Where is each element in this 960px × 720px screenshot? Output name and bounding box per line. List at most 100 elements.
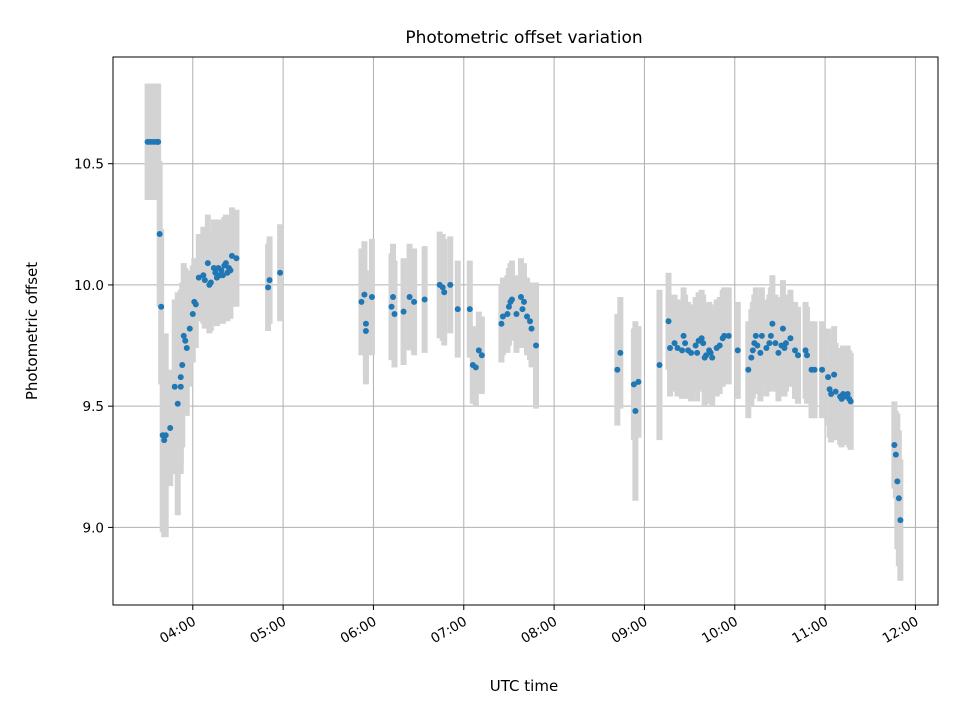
y-axis-label: Photometric offset bbox=[23, 262, 41, 400]
data-point bbox=[454, 306, 461, 313]
data-point bbox=[390, 294, 397, 301]
data-point bbox=[421, 296, 428, 303]
data-point bbox=[219, 272, 226, 279]
data-point bbox=[179, 361, 186, 368]
data-point bbox=[391, 311, 398, 318]
y-tick-label: 10.5 bbox=[74, 157, 104, 173]
data-point bbox=[200, 272, 207, 279]
data-point bbox=[721, 332, 728, 339]
data-point bbox=[528, 325, 535, 332]
data-point bbox=[802, 347, 809, 354]
data-point bbox=[524, 313, 531, 320]
data-point bbox=[192, 301, 199, 308]
data-point bbox=[218, 267, 225, 274]
data-point bbox=[828, 391, 835, 398]
y-tick-label: 9.0 bbox=[83, 520, 104, 536]
data-point bbox=[804, 352, 811, 359]
data-point bbox=[368, 294, 375, 301]
data-point bbox=[787, 335, 794, 342]
data-point bbox=[775, 349, 782, 356]
data-point bbox=[897, 517, 904, 524]
data-point bbox=[688, 349, 695, 356]
data-point bbox=[656, 361, 663, 368]
data-point bbox=[498, 320, 505, 327]
data-point bbox=[227, 267, 234, 274]
data-point bbox=[891, 441, 898, 448]
data-point bbox=[671, 340, 678, 347]
x-tick-label: 12:00 bbox=[880, 614, 922, 647]
data-point bbox=[782, 340, 789, 347]
data-point bbox=[614, 366, 621, 373]
plot-frame bbox=[112, 56, 939, 606]
data-point bbox=[767, 332, 774, 339]
data-point bbox=[811, 366, 818, 373]
data-point bbox=[680, 332, 687, 339]
data-point bbox=[183, 344, 190, 351]
grid-lines bbox=[113, 57, 938, 605]
data-point bbox=[472, 364, 479, 371]
data-point bbox=[692, 342, 699, 349]
data-point bbox=[734, 347, 741, 354]
data-point bbox=[180, 332, 187, 339]
data-point bbox=[825, 374, 832, 381]
data-point bbox=[210, 264, 217, 271]
data-point bbox=[781, 344, 788, 351]
data-point bbox=[439, 284, 446, 291]
data-point bbox=[794, 352, 801, 359]
data-point bbox=[519, 306, 526, 313]
data-point bbox=[698, 335, 705, 342]
data-point bbox=[819, 366, 826, 373]
x-tick-label: 11:00 bbox=[789, 614, 831, 647]
data-point bbox=[844, 391, 851, 398]
data-point bbox=[745, 366, 752, 373]
data-point bbox=[167, 424, 174, 431]
x-tick-label: 04:00 bbox=[157, 614, 199, 647]
data-point bbox=[277, 269, 284, 276]
x-tick-label: 08:00 bbox=[518, 614, 560, 647]
x-tick-label: 10:00 bbox=[699, 614, 741, 647]
data-point bbox=[158, 303, 165, 310]
data-point bbox=[177, 383, 184, 390]
data-point bbox=[895, 495, 902, 502]
data-point bbox=[617, 349, 624, 356]
data-point bbox=[758, 332, 765, 339]
data-point bbox=[763, 344, 770, 351]
data-point bbox=[754, 342, 761, 349]
data-point bbox=[266, 277, 273, 284]
data-point bbox=[228, 252, 235, 259]
data-point bbox=[527, 318, 534, 325]
data-point bbox=[362, 320, 369, 327]
data-point bbox=[791, 347, 798, 354]
chart-title: Photometric offset variation bbox=[405, 28, 642, 48]
data-point bbox=[682, 340, 689, 347]
y-tick-label: 9.5 bbox=[83, 399, 104, 415]
data-point bbox=[674, 344, 681, 351]
x-axis-ticks: 04:00 05:00 06:00 07:00 08:00 09:00 10:00 11:00… bbox=[157, 605, 921, 647]
data-point bbox=[441, 289, 448, 296]
data-point bbox=[265, 284, 272, 291]
data-point bbox=[162, 432, 169, 439]
data-point bbox=[632, 408, 639, 415]
data-point bbox=[411, 298, 418, 305]
data-point bbox=[694, 349, 701, 356]
data-point bbox=[508, 296, 515, 303]
data-point bbox=[186, 325, 193, 332]
data-point bbox=[475, 347, 482, 354]
x-tick-label: 07:00 bbox=[428, 614, 470, 647]
data-point bbox=[752, 332, 759, 339]
data-point bbox=[826, 386, 833, 393]
data-point bbox=[749, 347, 756, 354]
data-point bbox=[769, 320, 776, 327]
data-point bbox=[499, 313, 506, 320]
data-point bbox=[894, 478, 901, 485]
data-point bbox=[195, 274, 202, 281]
data-point bbox=[667, 344, 674, 351]
data-point bbox=[174, 400, 181, 407]
data-point bbox=[832, 388, 839, 395]
data-point bbox=[716, 342, 723, 349]
data-point bbox=[517, 294, 524, 301]
data-point bbox=[361, 291, 368, 298]
x-tick-label: 05:00 bbox=[247, 614, 289, 647]
data-point bbox=[177, 374, 184, 381]
y-axis-ticks: 9.0 9.5 10.0 10.5 bbox=[74, 157, 113, 536]
